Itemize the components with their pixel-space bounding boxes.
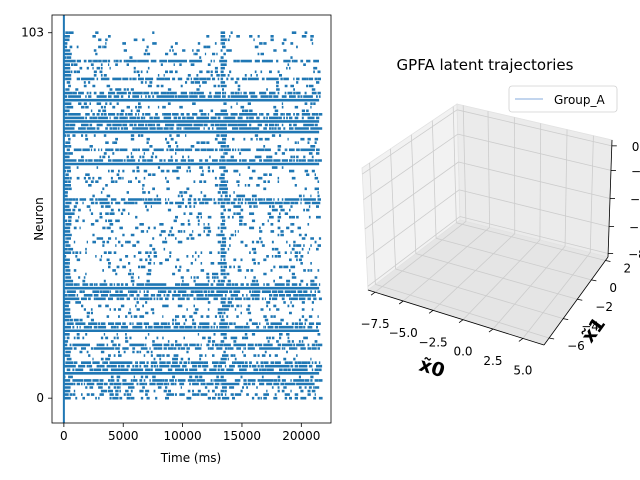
tick-mark-3d	[458, 319, 464, 324]
grid-line	[435, 237, 592, 281]
tick-label-3d: −4	[581, 320, 599, 334]
ticks-3d: −7.5−5.0−2.50.02.55.0−6−4−202−8−6−4−20	[360, 140, 640, 378]
tick-label-3d: 0	[609, 281, 617, 295]
raster-x-tick-label: 5000	[108, 429, 139, 443]
tick-mark-3d	[605, 260, 611, 262]
tick-label-3d: −4	[630, 193, 640, 207]
grid-line	[432, 233, 516, 311]
raster-y-tick-label: 0	[36, 391, 44, 405]
grid-lines	[362, 105, 612, 339]
tick-label-3d: −8	[628, 247, 640, 261]
raster-plot: 0 5000 10000 15000 20000 0 103 Time (ms) Neur…	[21, 14, 332, 465]
legend-label-group-a: Group_A	[554, 93, 606, 107]
spike-marks	[63, 31, 323, 400]
tick-label-3d: −2.5	[419, 335, 448, 349]
legend: Group_A	[508, 85, 618, 113]
grid-line	[367, 216, 461, 287]
tick-label-3d: −7.5	[360, 317, 389, 331]
x-axis-line	[367, 289, 545, 346]
tick-mark-3d	[549, 337, 555, 340]
raster-axes-frame	[51, 14, 332, 424]
tick-label-3d: −2	[595, 300, 613, 314]
raster-y-ticks: 0 103	[21, 26, 52, 405]
tick-mark-3d	[577, 298, 583, 301]
tick-label-3d: −6	[629, 221, 640, 235]
grid-line	[375, 284, 550, 339]
grid-line	[402, 227, 490, 302]
tick-mark-3d	[518, 338, 524, 342]
tick-label-3d: 0	[632, 140, 640, 154]
raster-x-tick-label: 0	[60, 429, 68, 443]
grid-line	[457, 109, 612, 147]
grid-line	[522, 252, 591, 339]
raster-x-tick-label: 10000	[164, 429, 202, 443]
raster-x-tick-label: 15000	[223, 429, 261, 443]
tick-mark-3d	[370, 291, 376, 296]
legend-box	[508, 85, 618, 113]
grid-line	[457, 133, 612, 171]
tick-mark-3d	[591, 279, 597, 282]
latent-x-axis-label: x̃0	[417, 354, 448, 382]
grid-line	[492, 246, 566, 330]
raster-x-tick-label: 20000	[282, 429, 320, 443]
raster-y-axis-label: Neuron	[32, 197, 46, 241]
tick-label-3d: 2	[623, 262, 631, 276]
grid-line	[364, 161, 459, 230]
grid-line	[362, 109, 458, 175]
grid-line	[459, 189, 610, 227]
grid-line	[366, 189, 460, 259]
tick-mark-3d	[428, 310, 434, 314]
tick-mark-3d	[398, 300, 404, 305]
tick-mark-3d	[488, 328, 494, 333]
tick-mark-3d	[563, 318, 569, 320]
grid-line	[395, 268, 564, 319]
raster-x-axis-label: Time (ms)	[160, 451, 222, 465]
grid-line	[462, 239, 541, 320]
raster-x-ticks: 0 5000 10000 15000 20000	[60, 423, 320, 443]
latent-3d-plot: GPFA latent trajectories −7.5−5.0−2.5 0.0…	[360, 56, 640, 382]
grid-line	[458, 161, 611, 199]
grid-line	[374, 221, 467, 293]
tick-label-3d: 0.0	[453, 345, 472, 359]
spike-raster	[63, 31, 323, 400]
raster-y-tick-label: 103	[21, 26, 44, 40]
y-axis-line	[543, 256, 609, 346]
grid-line	[459, 216, 609, 254]
grid-line	[415, 253, 578, 300]
tick-label-3d: 5.0	[513, 363, 532, 377]
tick-label-3d: −2	[631, 164, 640, 178]
tick-label-3d: −5.0	[389, 326, 418, 340]
tick-label-3d: −6	[567, 339, 585, 353]
grid-line	[363, 133, 459, 201]
grid-line	[456, 222, 606, 261]
tick-label-3d: 2.5	[483, 354, 502, 368]
latent-plot-title: GPFA latent trajectories	[397, 56, 574, 74]
